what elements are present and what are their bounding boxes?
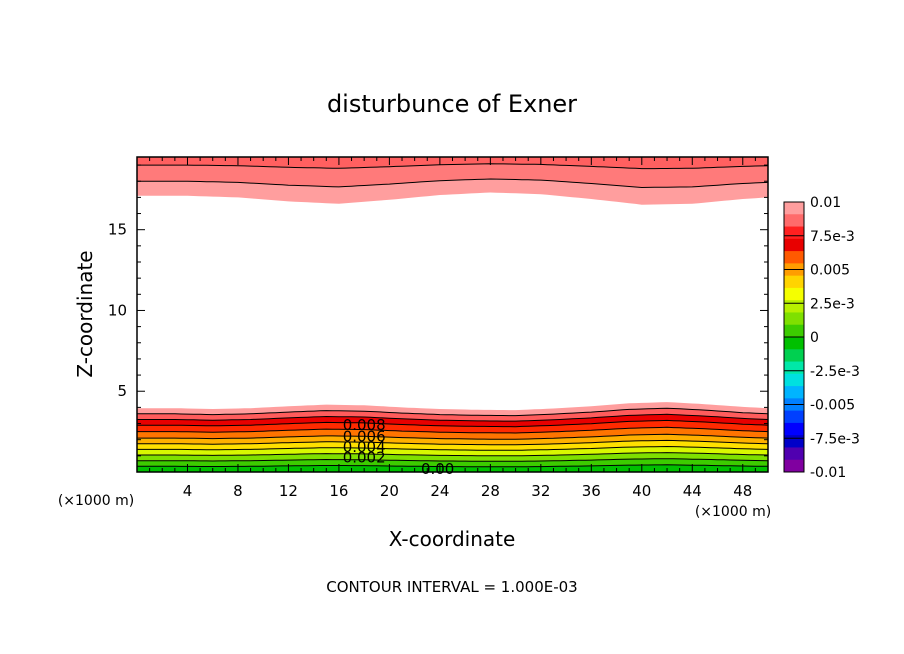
contour-line — [137, 178, 769, 189]
colorbar-swatch — [784, 373, 804, 387]
contour-line-layer — [137, 163, 769, 468]
x-tick-label: 36 — [582, 482, 601, 500]
colorbar-tick-label: -7.5e-3 — [810, 431, 860, 447]
colorbar-swatch — [784, 386, 804, 399]
x-tick-label: 20 — [380, 482, 399, 500]
contour-line — [137, 433, 769, 440]
colorbar-swatch — [784, 312, 804, 326]
contour-label: 0.002 — [343, 448, 386, 466]
colorbar-tick-label: -2.5e-3 — [810, 364, 860, 380]
colorbar-swatch — [784, 459, 804, 473]
colorbar-tick-label: 7.5e-3 — [810, 229, 855, 245]
colorbar-tick-label: 0 — [810, 330, 819, 346]
colorbar-swatch — [784, 422, 804, 436]
colorbar-swatch — [784, 214, 804, 228]
x-tick-label: 40 — [632, 482, 651, 500]
colorbar-swatch — [784, 337, 804, 350]
colorbar-swatch — [784, 287, 804, 301]
x-tick-label: 8 — [233, 482, 243, 500]
contour-line — [137, 163, 769, 170]
x-unit-left: (×1000 m) — [58, 493, 134, 509]
colorbar-swatch — [784, 324, 804, 338]
colorbar-tick-label: -0.01 — [810, 465, 846, 481]
colorbar-swatch — [784, 275, 804, 289]
contour-interval-note: CONTOUR INTERVAL = 1.000E-03 — [326, 578, 577, 596]
chart-title: disturbunce of Exner — [327, 90, 577, 118]
contour-line — [137, 413, 769, 422]
y-tick-label: 5 — [117, 382, 127, 400]
colorbar-swatch — [784, 447, 804, 461]
colorbar-swatch — [784, 226, 804, 240]
colorbar-tick-label: -0.005 — [810, 398, 855, 414]
x-tick-label: 48 — [733, 482, 752, 500]
colorbar-swatch — [784, 202, 804, 215]
colorbar-swatch — [784, 300, 804, 313]
colorbar-swatch — [784, 410, 804, 424]
x-tick-label: 4 — [183, 482, 193, 500]
colorbar-tick-label: 0.005 — [810, 263, 850, 279]
colorbar-swatch — [784, 349, 804, 363]
x-tick-label: 32 — [531, 482, 550, 500]
x-tick-label: 44 — [683, 482, 702, 500]
x-axis-label: X-coordinate — [389, 527, 516, 551]
colorbar-swatch — [784, 435, 804, 448]
contour-label: 0.006 — [343, 427, 386, 445]
contour-label: 0.00 — [421, 460, 454, 478]
colorbar-tick-label: 0.01 — [810, 195, 841, 211]
contour-label: 0.008 — [343, 416, 386, 434]
x-tick-label: 24 — [430, 482, 449, 500]
y-tick-label: 15 — [108, 221, 127, 239]
contour-line — [137, 452, 769, 457]
colorbar-swatch — [784, 238, 804, 252]
colorbar-swatch — [784, 361, 804, 375]
contour-line — [137, 464, 768, 468]
contour-line — [137, 407, 769, 417]
contour-label: 0.004 — [343, 438, 386, 456]
colorbar-tick-label: 2.5e-3 — [810, 296, 855, 312]
contour-fill-layer — [137, 157, 768, 472]
x-tick-label: 16 — [329, 482, 348, 500]
contour-line — [137, 439, 769, 446]
x-tick-label: 28 — [481, 482, 500, 500]
colorbar-swatch — [784, 251, 804, 264]
x-tick-label: 12 — [279, 482, 298, 500]
contour-line — [137, 426, 769, 434]
contour-band — [137, 157, 768, 169]
contour-line — [137, 458, 769, 462]
x-unit-right: (×1000 m) — [695, 504, 771, 520]
y-tick-label: 10 — [108, 301, 127, 319]
contour-line — [137, 445, 769, 451]
colorbar: 0.01 7.5e-3 0.005 2.5e-3 0 -2.5e-3 -0.005 -7.5e… — [783, 195, 860, 481]
y-axis-label: Z-coordinate — [73, 250, 97, 377]
contour-line — [137, 419, 769, 428]
